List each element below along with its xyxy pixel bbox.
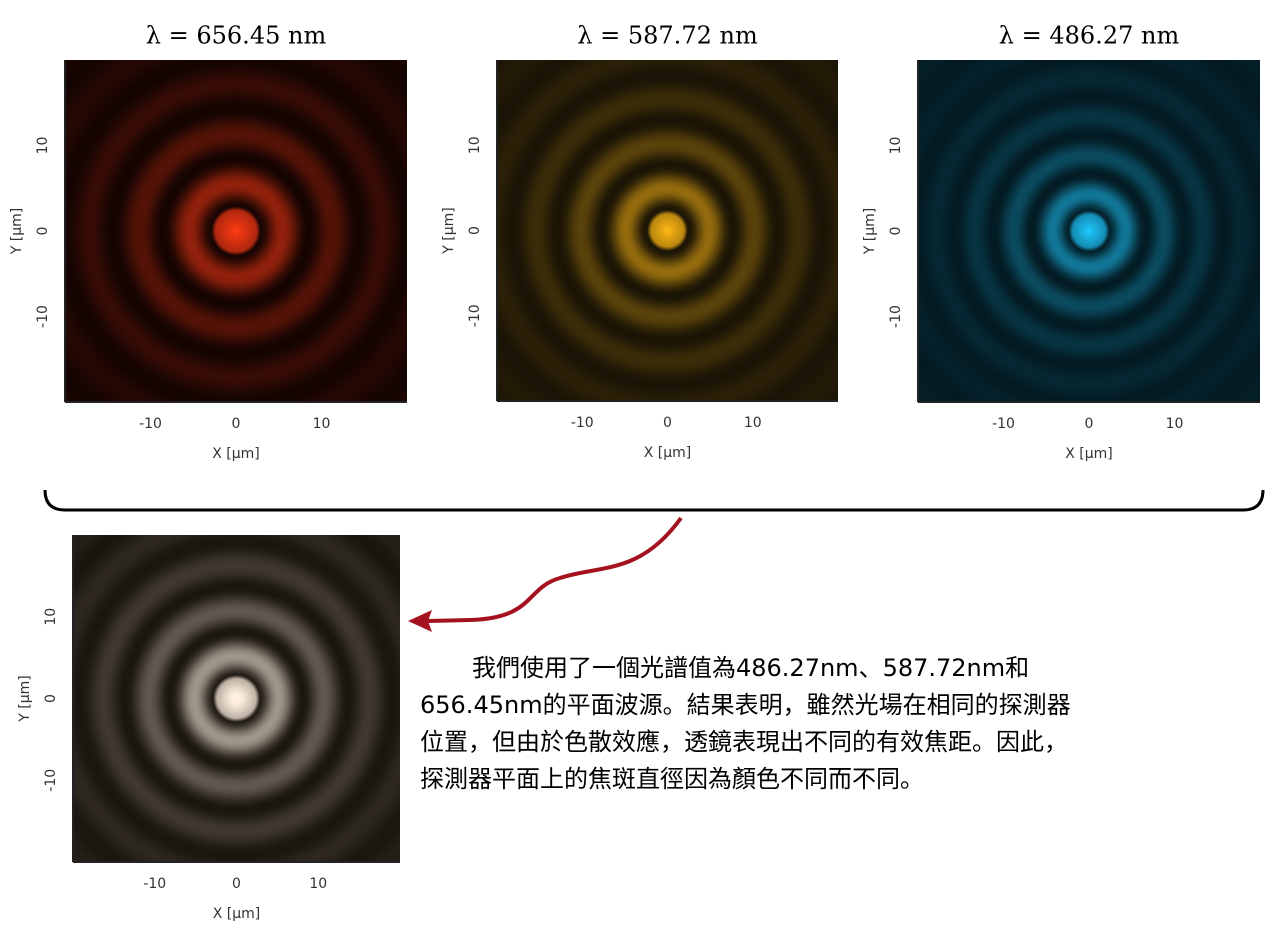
panel-title: λ = 587.72 nm: [577, 22, 758, 50]
y-tick-label: 10: [35, 137, 51, 155]
x-tick-label: 10: [1166, 416, 1184, 432]
panel-title: λ = 486.27 nm: [999, 22, 1180, 50]
y-axis-label: Y [µm]: [862, 208, 878, 255]
brace: [43, 489, 1265, 512]
x-tick-label: 0: [232, 876, 241, 892]
x-tick-label: 10: [313, 416, 331, 432]
y-tick-label: 0: [467, 226, 483, 235]
paragraph: 我們使用了一個光譜值為486.27nm、587.72nm和656.45nm的平面…: [420, 654, 1071, 793]
x-tick-label: 10: [744, 415, 762, 431]
y-tick-label: -10: [888, 305, 904, 328]
y-tick-label: 0: [35, 227, 51, 236]
y-tick-label: -10: [467, 304, 483, 327]
diffraction-image: [65, 60, 407, 402]
x-tick-label: -10: [143, 876, 166, 892]
diffraction-image: [73, 535, 400, 862]
x-axis-label: X [µm]: [213, 906, 261, 922]
diffraction-image: [497, 60, 838, 401]
x-tick-label: -10: [139, 416, 162, 432]
y-tick-label: 10: [43, 608, 59, 626]
y-axis-label: Y [µm]: [9, 208, 25, 255]
x-axis-label: X [µm]: [644, 445, 692, 461]
y-tick-label: 0: [43, 694, 59, 703]
x-tick-label: 0: [663, 415, 672, 431]
y-tick-label: 10: [467, 136, 483, 154]
y-tick-label: 10: [888, 137, 904, 155]
y-axis-label: Y [µm]: [17, 675, 33, 722]
x-tick-label: 10: [309, 876, 327, 892]
arrow-head: [408, 610, 432, 632]
x-tick-label: -10: [571, 415, 594, 431]
x-tick-label: -10: [992, 416, 1015, 432]
y-tick-label: 0: [888, 227, 904, 236]
diffraction-image: [918, 60, 1260, 402]
panel-title: λ = 656.45 nm: [146, 22, 327, 50]
x-tick-label: 0: [232, 416, 241, 432]
y-tick-label: -10: [35, 305, 51, 328]
arrow: [427, 516, 683, 623]
x-axis-label: X [µm]: [212, 446, 260, 462]
x-axis-label: X [µm]: [1065, 446, 1113, 462]
y-axis-label: Y [µm]: [441, 207, 457, 254]
x-tick-label: 0: [1085, 416, 1094, 432]
y-tick-label: -10: [43, 769, 59, 792]
